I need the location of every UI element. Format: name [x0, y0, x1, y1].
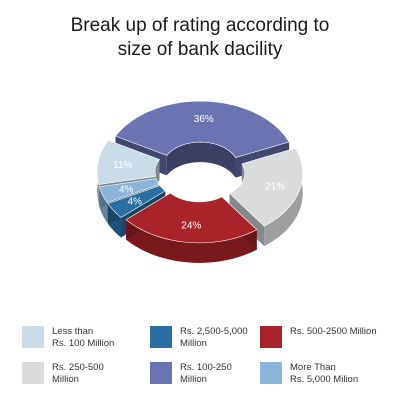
slice-outer-wall-2	[126, 219, 257, 263]
legend-swatch	[150, 362, 172, 384]
legend-swatch	[22, 362, 44, 384]
chart-title-line-2: size of bank dacility	[117, 39, 283, 60]
legend-label: Rs. 2,500-5,000 Million	[180, 326, 248, 349]
legend-item: Less than Rs. 100 Million	[22, 326, 150, 350]
pie-slice-4	[98, 178, 160, 203]
legend-swatch	[260, 362, 282, 384]
pie-slice-5	[96, 139, 161, 185]
legend-item: More Than Rs. 5,000 Milion	[260, 362, 392, 386]
legend-swatch	[150, 326, 172, 348]
legend-label: More Than Rs. 5,000 Milion	[290, 362, 359, 385]
donut-tops	[96, 100, 304, 244]
pie-slice-1	[228, 147, 304, 227]
data-label-4: 4%	[119, 185, 134, 196]
data-label-2: 24%	[181, 221, 201, 232]
legend-swatch	[22, 326, 44, 348]
slice-outer-wall-1	[264, 148, 303, 247]
pie-slice-0	[115, 100, 290, 158]
legend-item: Rs. 250-500 Million	[22, 362, 150, 386]
legend-item: Rs. 2,500-5,000 Million	[150, 326, 260, 350]
data-label-5: 11%	[113, 160, 132, 171]
legend-label: Less than Rs. 100 Million	[52, 326, 115, 349]
data-label-1: 21%	[265, 182, 285, 193]
pie-slice-3	[107, 185, 166, 218]
legend-item: Rs. 100-250 Million	[150, 362, 260, 386]
pie-slice-2	[125, 192, 258, 244]
data-label-0: 36%	[194, 114, 214, 125]
chart-legend: Less than Rs. 100 Million Rs. 2,500-5,000…	[22, 326, 392, 386]
legend-swatch	[260, 326, 282, 348]
chart-title: Break up of rating according to size of …	[0, 14, 400, 62]
data-labels: 36% 21% 24% 4%4% 11%	[113, 114, 285, 231]
slice-inner-wall-0	[166, 142, 236, 178]
data-label-3: 4%	[127, 197, 142, 208]
chart-title-line-1: Break up of rating according to	[70, 15, 330, 36]
legend-label: Rs. 250-500 Million	[52, 362, 104, 385]
legend-label: Rs. 500-2500 Million	[290, 326, 377, 337]
legend-item: Rs. 500-2500 Million	[260, 326, 392, 350]
legend-label: Rs. 100-250 Million	[180, 362, 232, 385]
